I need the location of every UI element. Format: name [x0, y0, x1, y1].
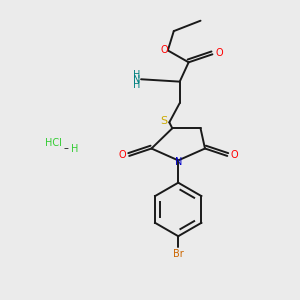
Text: H: H	[71, 143, 79, 154]
Text: O: O	[119, 150, 127, 160]
Text: S: S	[160, 116, 167, 127]
Text: O: O	[230, 150, 238, 160]
Text: O: O	[215, 48, 223, 58]
Text: H: H	[133, 70, 140, 80]
Text: N: N	[175, 157, 182, 167]
Text: N: N	[133, 75, 140, 85]
Text: O: O	[160, 44, 168, 55]
Text: H: H	[133, 80, 140, 90]
Text: –: –	[64, 143, 69, 154]
Text: HCl: HCl	[45, 138, 62, 148]
Text: Br: Br	[173, 249, 184, 259]
